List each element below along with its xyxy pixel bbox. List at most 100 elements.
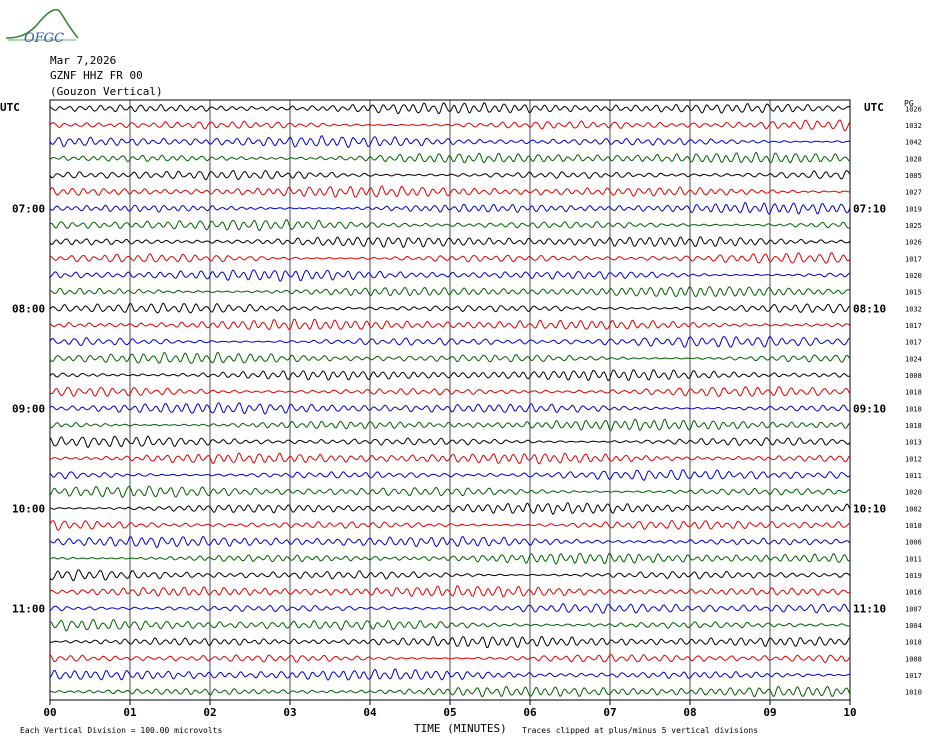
trace-value-label: 1019 xyxy=(905,572,922,580)
trace-6 xyxy=(49,201,851,215)
trace-27 xyxy=(49,552,851,565)
trace-value-label: 1002 xyxy=(905,505,922,513)
trace-value-label: 1008 xyxy=(905,372,922,380)
x-tick-label: 03 xyxy=(283,706,296,719)
trace-12 xyxy=(49,302,851,314)
trace-28 xyxy=(49,569,851,582)
station-label: GZNF HHZ FR 00 xyxy=(50,69,143,82)
trace-value-label: 1020 xyxy=(905,489,922,497)
trace-value-label: 1007 xyxy=(905,605,922,613)
right-axis-title: UTC xyxy=(864,101,884,114)
trace-34 xyxy=(49,668,850,681)
trace-value-label: 1017 xyxy=(905,255,922,263)
right-column-title: PG xyxy=(904,99,914,108)
right-time-label: 08:10 xyxy=(853,302,886,315)
trace-value-label: 1018 xyxy=(905,389,922,397)
x-tick-label: 05 xyxy=(443,706,456,719)
trace-value-label: 1012 xyxy=(905,455,922,463)
trace-value-label: 1010 xyxy=(905,689,922,697)
trace-11 xyxy=(49,286,851,298)
left-axis-title: UTC xyxy=(0,101,20,114)
trace-30 xyxy=(49,602,851,615)
trace-value-label: 1017 xyxy=(905,322,922,330)
trace-value-label: 1015 xyxy=(905,289,922,297)
trace-10 xyxy=(49,269,851,282)
trace-value-label: 1011 xyxy=(905,472,922,480)
trace-2 xyxy=(49,135,851,148)
x-tick-label: 06 xyxy=(523,706,537,719)
trace-value-label: 1017 xyxy=(905,339,922,347)
x-tick-label: 09 xyxy=(763,706,776,719)
x-tick-label: 01 xyxy=(123,706,137,719)
x-tick-label: 10 xyxy=(843,706,856,719)
left-hour-label: 10:00 xyxy=(12,502,45,515)
ofgc-logo: OFGC xyxy=(5,8,79,46)
trace-25 xyxy=(49,519,851,531)
trace-33 xyxy=(49,653,851,664)
trace-14 xyxy=(49,335,851,348)
trace-23 xyxy=(49,485,850,498)
trace-35 xyxy=(49,685,851,698)
left-hour-label: 07:00 xyxy=(12,202,45,215)
trace-15 xyxy=(49,351,851,364)
trace-value-label: 1032 xyxy=(905,122,922,130)
location-label: (Gouzon Vertical) xyxy=(50,85,163,98)
trace-value-label: 1005 xyxy=(905,172,922,180)
clip-note: Traces clipped at plus/minus 5 vertical … xyxy=(522,726,758,735)
trace-29 xyxy=(49,585,851,598)
right-time-label: 07:10 xyxy=(853,202,886,215)
trace-32 xyxy=(49,635,851,649)
x-tick-label: 08 xyxy=(683,706,696,719)
trace-3 xyxy=(49,151,851,164)
trace-value-label: 1006 xyxy=(905,539,922,547)
trace-7 xyxy=(49,219,851,231)
x-tick-label: 07 xyxy=(603,706,616,719)
labels: 00 01 02 03 04 05 06 07 08 09 10 1026 1032 1042 1028 10… xyxy=(12,105,922,719)
trace-4 xyxy=(49,169,851,181)
trace-value-label: 1018 xyxy=(905,422,922,430)
trace-26 xyxy=(49,535,851,549)
x-axis-label: TIME (MINUTES) xyxy=(414,722,507,735)
trace-1 xyxy=(49,119,851,132)
trace-8 xyxy=(49,236,851,248)
trace-value-label: 1018 xyxy=(905,522,922,530)
scale-note: Each Vertical Division = 100.00 microvol… xyxy=(20,726,222,735)
trace-16 xyxy=(49,369,851,382)
right-time-label: 11:10 xyxy=(853,602,886,615)
trace-18 xyxy=(49,402,851,415)
trace-value-label: 1013 xyxy=(905,439,922,447)
date-label: Mar 7,2026 xyxy=(50,54,117,67)
trace-value-label: 1017 xyxy=(905,672,922,680)
trace-value-label: 1018 xyxy=(905,405,922,413)
trace-5 xyxy=(49,185,851,198)
trace-value-label: 1026 xyxy=(905,105,922,113)
trace-17 xyxy=(49,386,851,398)
trace-value-label: 1032 xyxy=(905,305,922,313)
trace-value-label: 1018 xyxy=(905,639,922,647)
trace-0 xyxy=(49,102,851,115)
left-hour-label: 08:00 xyxy=(12,302,45,315)
trace-value-label: 1004 xyxy=(905,622,922,630)
trace-24 xyxy=(49,502,851,516)
trace-value-label: 1042 xyxy=(905,139,922,147)
trace-value-label: 1008 xyxy=(905,655,922,663)
trace-9 xyxy=(49,252,851,264)
trace-21 xyxy=(50,452,851,465)
trace-19 xyxy=(49,418,851,432)
trace-value-label: 1026 xyxy=(905,239,922,247)
trace-20 xyxy=(49,435,851,449)
trace-value-label: 1016 xyxy=(905,589,922,597)
left-hour-label: 09:00 xyxy=(12,402,45,415)
right-time-label: 10:10 xyxy=(853,502,886,515)
trace-31 xyxy=(49,619,851,632)
left-hour-label: 11:00 xyxy=(12,602,45,615)
traces xyxy=(49,102,851,698)
logo-text: OFGC xyxy=(24,31,64,46)
trace-value-label: 1028 xyxy=(905,155,922,163)
x-tick-label: 00 xyxy=(43,706,56,719)
trace-value-label: 1024 xyxy=(905,355,922,363)
trace-13 xyxy=(49,318,851,331)
trace-value-label: 1020 xyxy=(905,272,922,280)
trace-value-label: 1025 xyxy=(905,222,922,230)
